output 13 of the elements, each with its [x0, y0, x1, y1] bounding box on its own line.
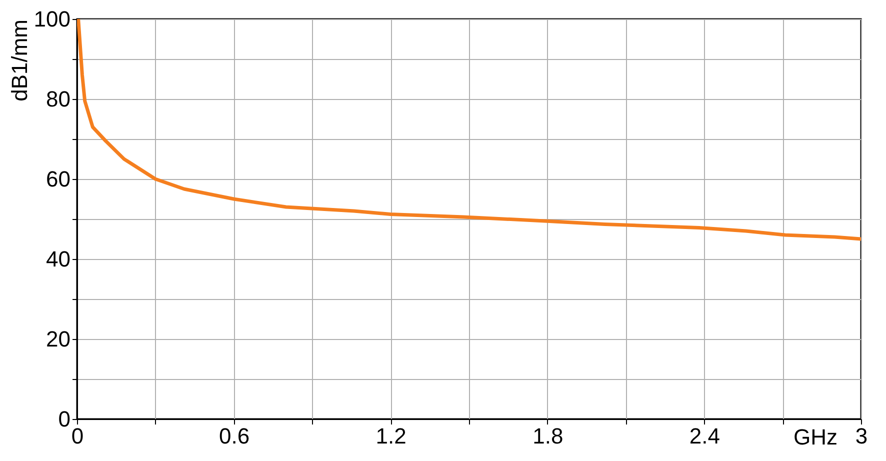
y-tick-label: 60	[46, 166, 70, 192]
y-tick-label: 80	[46, 86, 70, 112]
y-tick-label: 40	[46, 246, 70, 272]
y-tick-label: 20	[46, 326, 70, 352]
y-axis-title: dB1/mm	[6, 20, 32, 102]
x-tick-label: 3	[855, 424, 868, 448]
y-tick-label: 100	[34, 6, 70, 32]
y-tick-label: 0	[58, 406, 70, 432]
x-tick-label: 1.8	[532, 424, 564, 448]
x-tick-label: 2.4	[689, 424, 720, 448]
x-tick-label: 0.6	[219, 424, 250, 448]
x-axis-title: GHz	[794, 424, 838, 450]
x-tick-label: 1.2	[376, 424, 406, 448]
